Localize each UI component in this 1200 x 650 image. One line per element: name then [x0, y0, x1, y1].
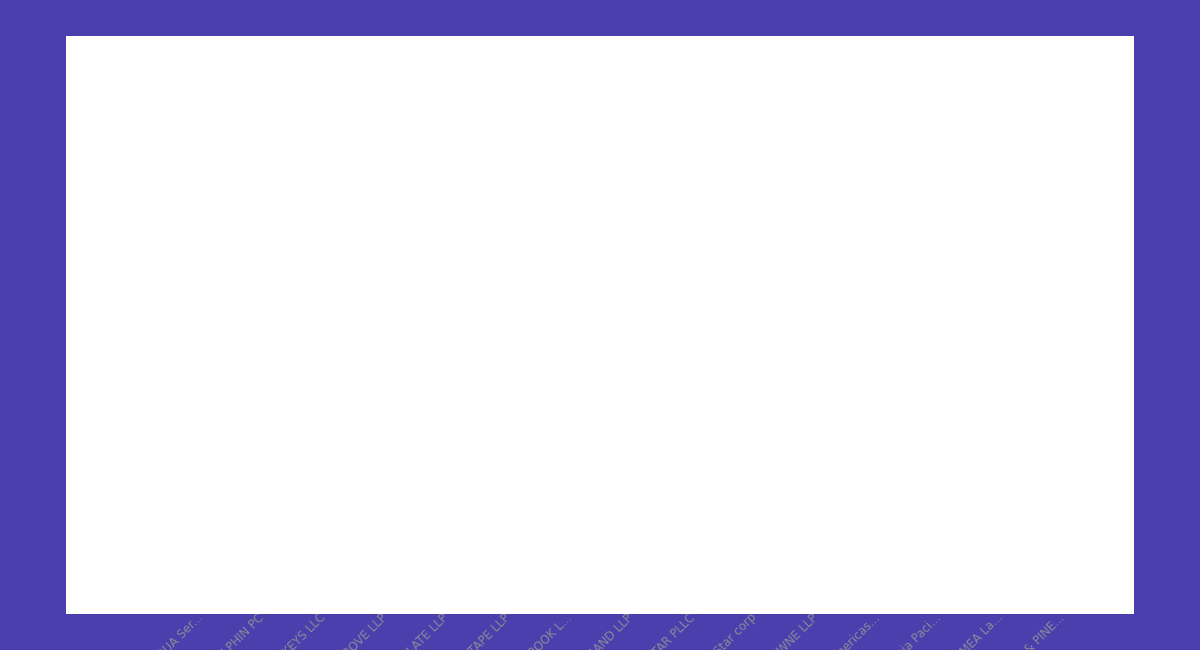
Text: $301.9K: $301.9K: [442, 524, 485, 534]
Text: $5.15K: $5.15K: [298, 586, 335, 596]
Text: $98.1K: $98.1K: [360, 567, 396, 577]
Bar: [697, 593, 721, 601]
Text: $109.6K: $109.6K: [996, 564, 1039, 575]
Text: $109.6K: $109.6K: [1057, 564, 1100, 575]
Text: $20.6K: $20.6K: [730, 583, 766, 593]
Text: $392.9K: $392.9K: [602, 504, 646, 515]
Bar: [451, 538, 475, 601]
Text: $5.15K: $5.15K: [322, 586, 359, 596]
Text: Cost By Supplier Estimated v. Actual: Cost By Supplier Estimated v. Actual: [162, 42, 491, 59]
Bar: [1067, 578, 1091, 601]
Text: $274.7K: $274.7K: [911, 530, 954, 540]
Bar: [636, 519, 659, 601]
Text: $18.83K: $18.83K: [172, 584, 215, 593]
Bar: [366, 580, 390, 601]
Text: $22.6K: $22.6K: [482, 582, 520, 593]
Bar: [329, 600, 352, 601]
Bar: [736, 597, 760, 601]
Text: $33.4K: $33.4K: [260, 580, 296, 590]
Bar: [266, 594, 290, 601]
Bar: [1006, 578, 1028, 601]
Bar: [613, 519, 636, 601]
Text: $2M: $2M: [859, 166, 882, 176]
Bar: [490, 597, 512, 601]
Text: $36.05K: $36.05K: [626, 504, 670, 515]
Bar: [943, 543, 967, 601]
Bar: [920, 543, 943, 601]
Bar: [181, 597, 205, 601]
Bar: [882, 224, 906, 601]
Text: $1.79M: $1.79M: [875, 211, 913, 220]
Bar: [305, 600, 329, 601]
Bar: [859, 180, 882, 601]
